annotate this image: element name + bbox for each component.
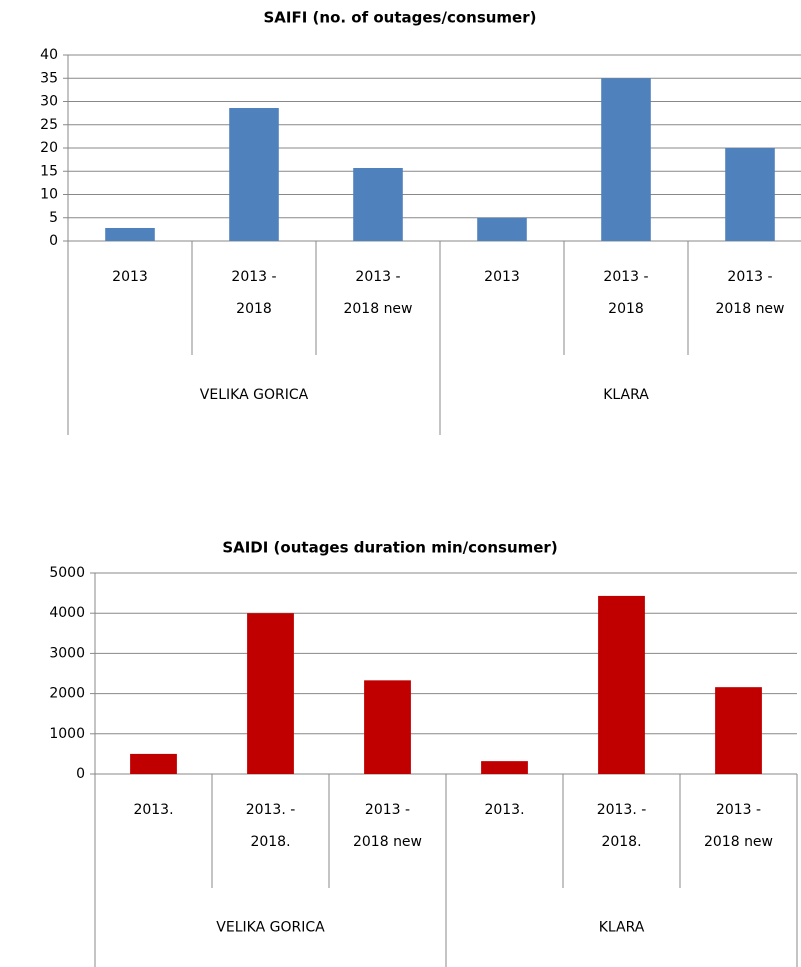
x-tick-label-box: 2013 - 2018 bbox=[231, 269, 277, 317]
x-tick-label: 2013 bbox=[484, 269, 520, 285]
bar bbox=[598, 595, 645, 774]
bar bbox=[353, 167, 403, 241]
x-tick-label: 2013 - 2018 new bbox=[703, 802, 773, 850]
x-tick-label-box: 2013. - 2018. bbox=[245, 802, 296, 850]
x-tick-label-box: 2013 - 2018 bbox=[603, 269, 649, 317]
x-tick-label: 2013 - 2018 new bbox=[715, 269, 785, 317]
chart-title: SAIFI (no. of outages/consumer) bbox=[264, 9, 537, 27]
y-tick-label: 30 bbox=[40, 94, 58, 110]
x-tick-label: 2013 - 2018 new bbox=[343, 269, 413, 317]
x-tick-label: 2013. bbox=[133, 802, 174, 818]
x-tick-label: 2013 - 2018 bbox=[603, 269, 649, 317]
y-tick-label: 0 bbox=[76, 766, 85, 782]
x-tick-label-box: 2013. bbox=[133, 802, 174, 818]
bar bbox=[247, 613, 294, 774]
x-tick-label-box: 2013 - 2018 new bbox=[352, 802, 422, 850]
y-tick-label: 5 bbox=[49, 210, 58, 226]
y-tick-label: 1000 bbox=[49, 726, 85, 742]
group-label: KLARA bbox=[603, 387, 649, 403]
x-tick-label: 2013 - 2018 bbox=[231, 269, 277, 317]
bar bbox=[105, 227, 155, 241]
x-tick-label-box: 2013 bbox=[112, 269, 148, 285]
x-tick-label-box: 2013. bbox=[484, 802, 525, 818]
bar bbox=[715, 687, 762, 774]
y-tick-label: 10 bbox=[40, 187, 58, 203]
x-tick-label: 2013. - 2018. bbox=[596, 802, 647, 850]
bar bbox=[601, 78, 651, 241]
y-tick-label: 4000 bbox=[49, 605, 85, 621]
group-label: VELIKA GORICA bbox=[216, 920, 325, 936]
x-tick-label: 2013 - 2018 new bbox=[352, 802, 422, 850]
bar bbox=[481, 761, 528, 774]
group-label: VELIKA GORICA bbox=[200, 387, 309, 403]
x-tick-label-box: 2013 bbox=[484, 269, 520, 285]
y-tick-label: 5000 bbox=[49, 565, 85, 581]
bar bbox=[477, 217, 527, 241]
bar bbox=[725, 148, 775, 241]
y-tick-label: 3000 bbox=[49, 645, 85, 661]
x-tick-label-box: 2013. - 2018. bbox=[596, 802, 647, 850]
y-tick-label: 2000 bbox=[49, 686, 85, 702]
bar bbox=[364, 680, 411, 774]
x-tick-label-box: 2013 - 2018 new bbox=[703, 802, 773, 850]
y-tick-label: 15 bbox=[40, 163, 58, 179]
chart-title: SAIDI (outages duration min/consumer) bbox=[222, 539, 557, 557]
x-tick-label-box: 2013 - 2018 new bbox=[343, 269, 413, 317]
x-tick-label: 2013. - 2018. bbox=[245, 802, 296, 850]
y-tick-label: 20 bbox=[40, 140, 58, 156]
bar bbox=[229, 108, 279, 241]
y-tick-label: 0 bbox=[49, 233, 58, 249]
group-label: KLARA bbox=[599, 920, 645, 936]
x-tick-label: 2013. bbox=[484, 802, 525, 818]
x-tick-label-box: 2013 - 2018 new bbox=[715, 269, 785, 317]
y-tick-label: 40 bbox=[40, 47, 58, 63]
y-tick-label: 25 bbox=[40, 117, 58, 133]
bar bbox=[130, 753, 177, 774]
x-tick-label: 2013 bbox=[112, 269, 148, 285]
y-tick-label: 35 bbox=[40, 70, 58, 86]
